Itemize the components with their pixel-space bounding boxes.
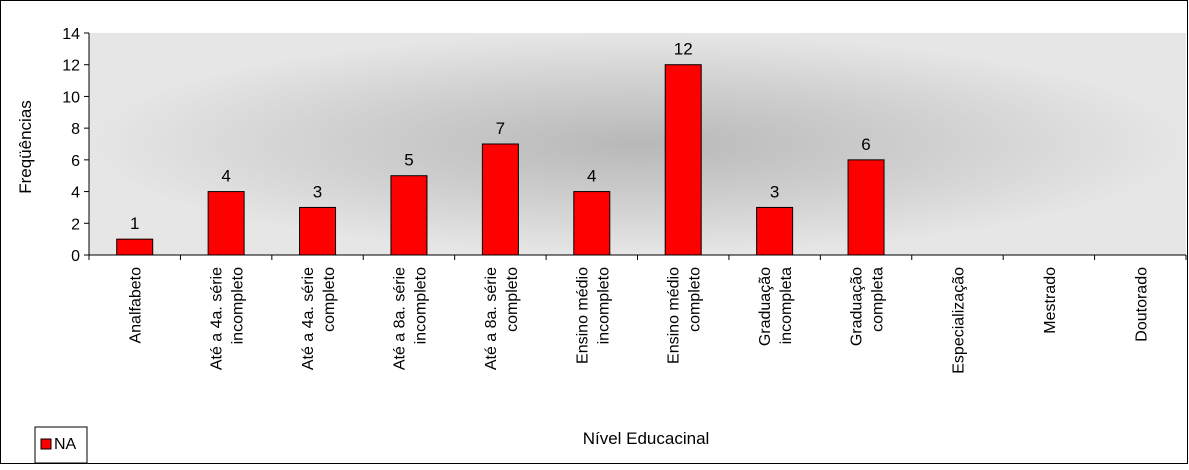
bar-data-label: 5 [404,151,413,170]
x-tick-label: Graduação incompleta [757,267,795,346]
legend-label: NA [54,436,77,453]
x-tick-label: Mestrado [1042,267,1059,334]
y-axis-title: Freqüências [16,100,35,194]
bar-data-label: 3 [770,182,779,201]
bar-data-label: 4 [221,167,230,186]
y-tick-label: 4 [71,185,80,202]
x-tick-label: Até a 4a. série completo [300,267,338,370]
y-tick-label: 0 [71,248,80,265]
x-tick-label: Ensino médio completo [666,267,704,364]
bar [481,143,519,256]
bar [207,191,245,256]
x-tick-label: Doutorado [1133,267,1150,342]
x-tick-label: Especialização [950,267,967,374]
bar [116,238,154,256]
bar-data-label: 3 [313,182,322,201]
bar-data-label: 4 [587,167,596,186]
legend: NA [34,426,88,464]
y-tick-label: 10 [62,89,80,106]
y-tick-label: 14 [62,26,80,43]
x-tick-label: Até a 8a. série completo [483,267,521,370]
y-tick-label: 8 [71,121,80,138]
x-axis-title: Nível Educacinal [583,429,710,448]
bars: 1 4 3 5 7 4 12 3 6 [116,40,885,256]
y-tick-label: 2 [71,216,80,233]
bar [390,175,428,256]
plot-area [89,33,1186,255]
bar [756,206,794,256]
bar-data-label: 6 [861,135,870,154]
x-tick-label: Ensino médio incompleto [574,267,612,364]
y-tick-label: 6 [71,153,80,170]
legend-swatch [40,438,52,450]
bar [847,159,885,256]
bar [573,191,611,256]
x-tick-label: Até a 4a. série incompleto [209,267,247,370]
bar [664,64,702,256]
bar-data-label: 12 [674,40,693,59]
x-tick-label: Analfabeto [128,267,145,344]
y-axis: 0 2 4 6 8 10 12 14 [62,26,90,265]
x-tick-label: Graduação completa [849,267,887,346]
bar-data-label: 7 [496,119,505,138]
y-tick-label: 12 [62,58,80,75]
x-axis: Analfabeto Até a 4a. série incompleto Até a… [88,254,1187,374]
bar-data-label: 1 [130,214,139,233]
bar [299,206,337,256]
x-tick-label: Até a 8a. série incompleto [391,267,429,370]
